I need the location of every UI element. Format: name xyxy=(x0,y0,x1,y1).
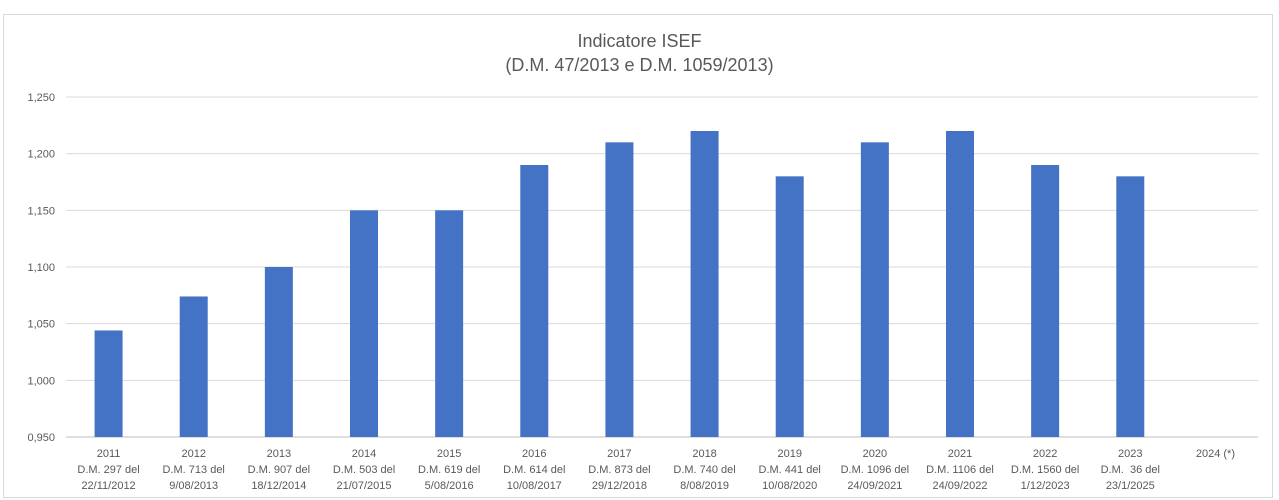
x-tick-label: 22/11/2012 xyxy=(81,480,135,492)
x-tick-label: 24/09/2022 xyxy=(932,480,987,492)
x-tick-label: 2020 xyxy=(863,448,887,460)
x-tick-label: 2023 xyxy=(1118,448,1142,460)
x-tick-label: D.M. 713 del xyxy=(163,464,225,476)
x-tick-label: 24/09/2021 xyxy=(847,480,902,492)
chart-title: Indicatore ISEF xyxy=(577,31,702,51)
bar xyxy=(860,142,889,438)
x-tick-label: 2018 xyxy=(692,448,716,460)
x-tick-label: 23/1/2025 xyxy=(1106,480,1155,492)
y-tick-label: 1,000 xyxy=(27,375,55,387)
bar xyxy=(520,165,549,437)
bar xyxy=(264,267,293,437)
x-tick-label: 10/08/2020 xyxy=(762,480,817,492)
bar xyxy=(94,330,123,437)
x-tick-label: D.M. 619 del xyxy=(418,464,480,476)
y-tick-label: 1,050 xyxy=(27,319,55,331)
y-tick-label: 1,150 xyxy=(27,205,55,217)
x-tick-label: D.M. 1096 del xyxy=(841,464,909,476)
bar xyxy=(690,131,719,437)
bar xyxy=(775,176,804,438)
x-tick-label: 10/08/2017 xyxy=(507,480,562,492)
x-tick-label: 2019 xyxy=(777,448,801,460)
x-tick-label: 1/12/2023 xyxy=(1021,480,1070,492)
x-tick-label: 2011 xyxy=(97,448,121,460)
x-tick-label: 9/08/2013 xyxy=(169,480,218,492)
x-tick-label: 2015 xyxy=(437,448,461,460)
x-tick-label: D.M. 503 del xyxy=(333,464,395,476)
x-tick-label: 29/12/2018 xyxy=(592,480,647,492)
y-tick-label: 1,250 xyxy=(27,92,55,104)
x-tick-label: D.M. 740 del xyxy=(673,464,735,476)
x-tick-label: 5/08/2016 xyxy=(425,480,474,492)
x-tick-label: D.M. 1560 del xyxy=(1011,464,1079,476)
x-tick-label: D.M. 36 del xyxy=(1101,464,1160,476)
x-tick-label: 2014 xyxy=(352,448,376,460)
x-tick-label: D.M. 1106 del xyxy=(926,464,994,476)
x-tick-label: D.M. 297 del xyxy=(77,464,139,476)
x-tick-label: 18/12/2014 xyxy=(251,480,306,492)
x-tick-label: D.M. 614 del xyxy=(503,464,565,476)
x-tick-label: 2017 xyxy=(607,448,631,460)
bar xyxy=(179,296,208,437)
x-tick-label: 2022 xyxy=(1033,448,1057,460)
y-tick-label: 1,200 xyxy=(27,149,55,161)
bar xyxy=(605,142,634,438)
bar xyxy=(1031,165,1060,437)
x-tick-label: 2021 xyxy=(948,448,972,460)
x-tick-label: 21/07/2015 xyxy=(336,480,391,492)
bar xyxy=(435,210,464,437)
chart-frame xyxy=(3,14,1273,498)
x-tick-label: D.M. 907 del xyxy=(248,464,310,476)
x-tick-label: 2012 xyxy=(181,448,205,460)
bar xyxy=(1116,176,1145,438)
x-tick-label: 2024 (*) xyxy=(1196,448,1235,460)
bar xyxy=(946,131,974,437)
bar xyxy=(350,210,378,437)
y-tick-label: 0,950 xyxy=(27,432,55,444)
x-tick-label: D.M. 873 del xyxy=(588,464,650,476)
y-tick-label: 1,100 xyxy=(27,262,55,274)
x-tick-label: 8/08/2019 xyxy=(680,480,729,492)
x-tick-label: 2013 xyxy=(267,448,291,460)
chart-subtitle: (D.M. 47/2013 e D.M. 1059/2013) xyxy=(505,55,774,75)
x-tick-label: 2016 xyxy=(522,448,546,460)
x-tick-label: D.M. 441 del xyxy=(759,464,821,476)
